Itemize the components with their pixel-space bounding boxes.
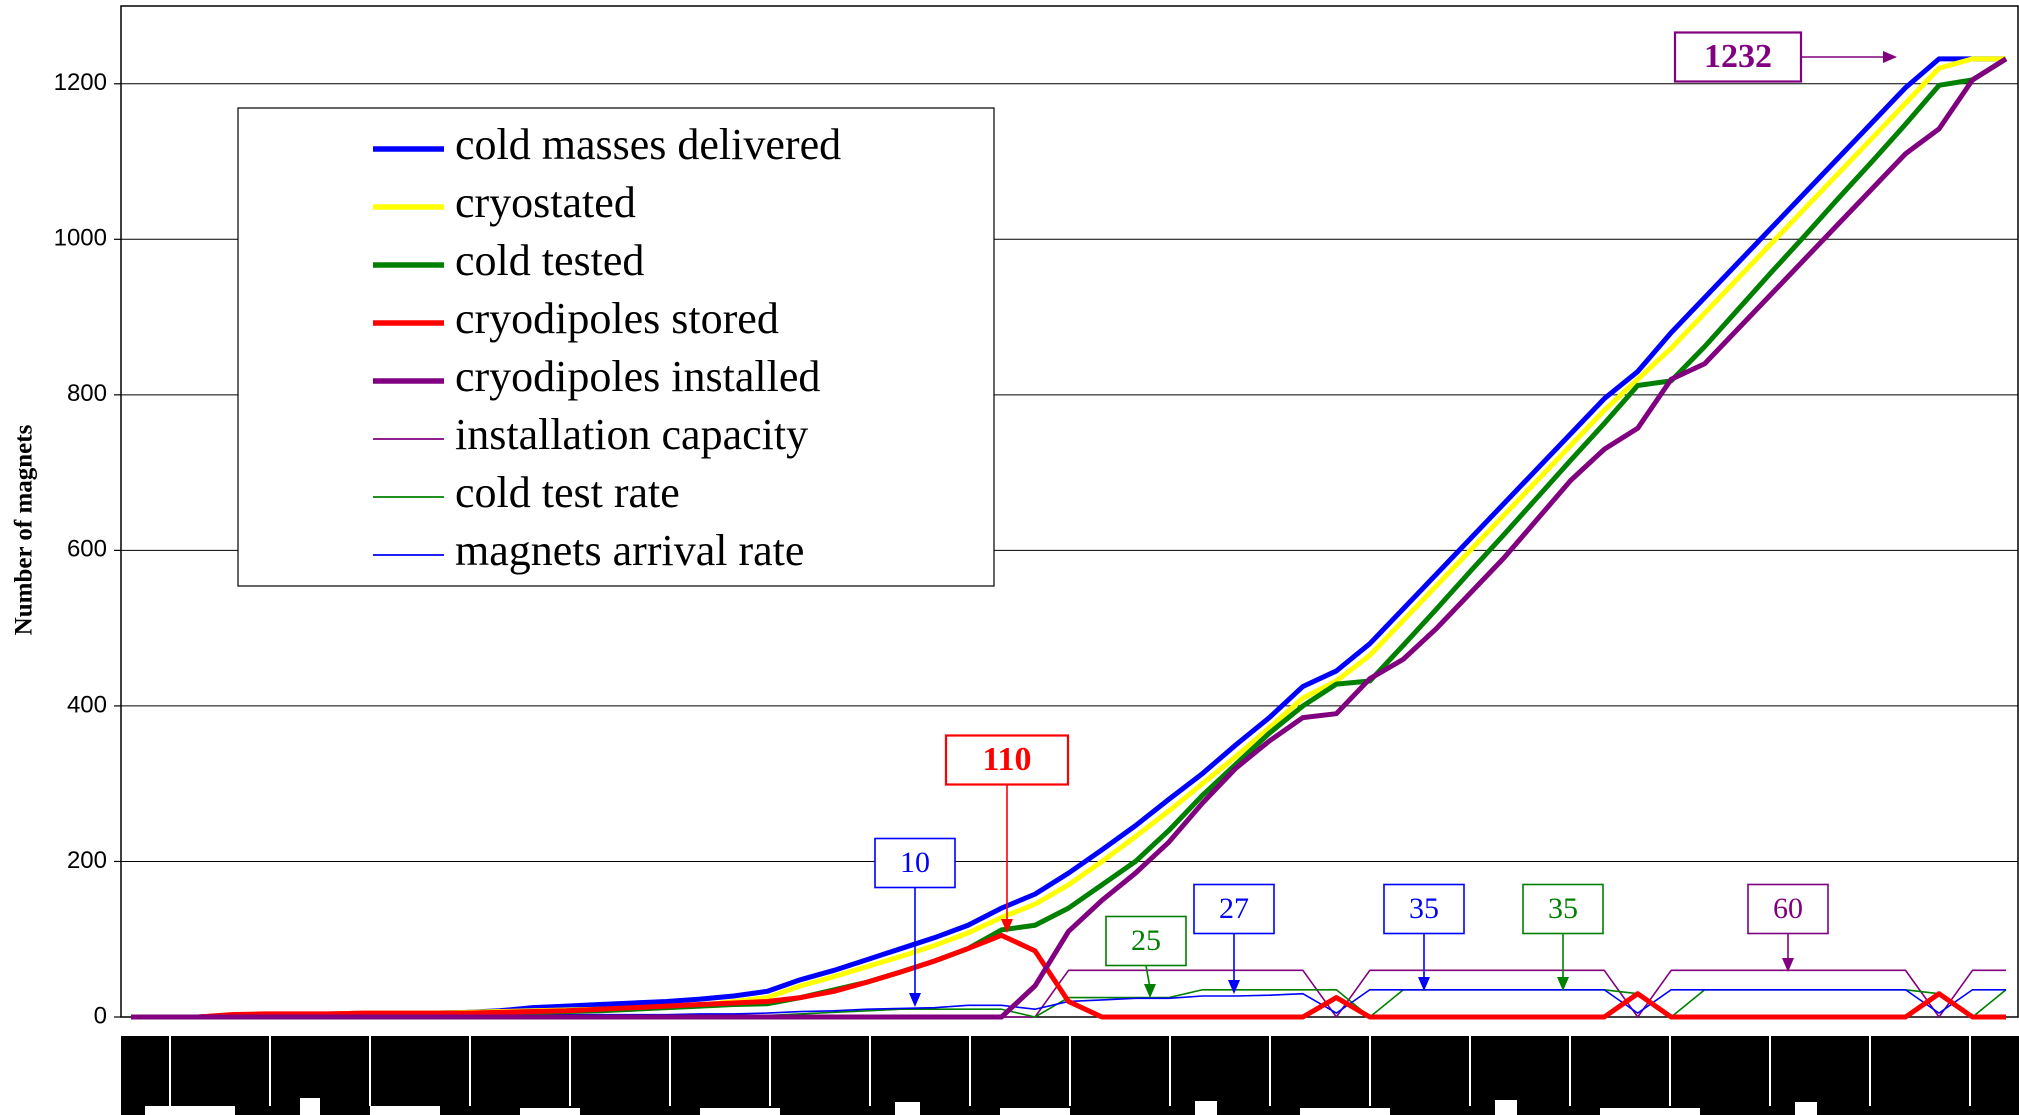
y-tick-label: 0	[94, 1002, 107, 1029]
legend-label: cryodipoles stored	[455, 294, 779, 343]
annotation-label: 1232	[1704, 38, 1772, 75]
legend: cold masses delivered cryostated cold test…	[237, 107, 995, 587]
annotation-arrowhead	[1144, 984, 1156, 998]
series-line	[131, 932, 2006, 1020]
x-axis-block	[1600, 1108, 1700, 1115]
annotation-label: 10	[900, 846, 930, 879]
annotation-box	[1105, 915, 1187, 967]
annotation-box	[1747, 883, 1829, 935]
annotation-label: 35	[1548, 892, 1578, 925]
legend-label: cold masses delivered	[455, 120, 841, 169]
x-axis-block	[370, 1106, 440, 1115]
x-axis-redacted	[121, 1036, 2019, 1115]
y-axis-label: Number of magnets	[11, 424, 38, 635]
legend-box	[237, 107, 995, 587]
y-tick-label: 200	[67, 847, 107, 874]
annotation-arrowhead	[1001, 919, 1013, 933]
annotation-label: 27	[1219, 892, 1249, 925]
x-axis-block	[300, 1098, 320, 1115]
annotation-box	[874, 837, 956, 889]
legend-label: cold tested	[455, 236, 644, 285]
annotation-label: 60	[1773, 892, 1803, 925]
annotation-box	[1673, 31, 1803, 83]
legend-label: installation capacity	[455, 410, 808, 459]
x-axis-block	[1300, 1108, 1390, 1115]
legend-label: cold test rate	[455, 468, 680, 517]
x-axis-block	[700, 1108, 780, 1115]
annotation-box	[944, 734, 1070, 786]
annotation-box	[1522, 883, 1604, 935]
annotation-arrowhead	[1557, 977, 1569, 991]
annotation-label: 110	[982, 741, 1031, 778]
y-tick-label: 1200	[54, 69, 107, 96]
y-tick-label: 1000	[54, 225, 107, 252]
annotation-label: 25	[1131, 924, 1161, 957]
annotations: 10 110 25 27 35 35 60 1232	[874, 31, 1897, 1007]
legend-label: magnets arrival rate	[455, 526, 804, 575]
x-axis-block	[1195, 1101, 1217, 1115]
x-axis-block	[1495, 1100, 1517, 1115]
annotation-box	[1193, 883, 1275, 935]
series-line	[131, 56, 2008, 1020]
annotation-arrowhead	[1782, 958, 1794, 972]
y-tick-label: 600	[67, 536, 107, 563]
x-axis-block	[1000, 1108, 1070, 1115]
annotation-label: 35	[1409, 892, 1439, 925]
x-axis-block	[145, 1106, 235, 1115]
legend-label: cryodipoles installed	[455, 352, 820, 401]
annotation-box	[1383, 883, 1465, 935]
lines	[131, 56, 2008, 1020]
annotation-arrowhead	[1883, 51, 1897, 63]
x-axis-block	[895, 1102, 920, 1115]
y-tick-label: 400	[67, 691, 107, 718]
annotation-arrowhead	[1418, 977, 1430, 991]
x-axis-block	[520, 1108, 580, 1115]
legend-label: cryostated	[455, 178, 636, 227]
annotation-arrowhead	[1228, 980, 1240, 994]
y-tick-label: 800	[67, 380, 107, 407]
x-axis-block	[1795, 1102, 1817, 1115]
annotation-arrowhead	[909, 993, 921, 1007]
